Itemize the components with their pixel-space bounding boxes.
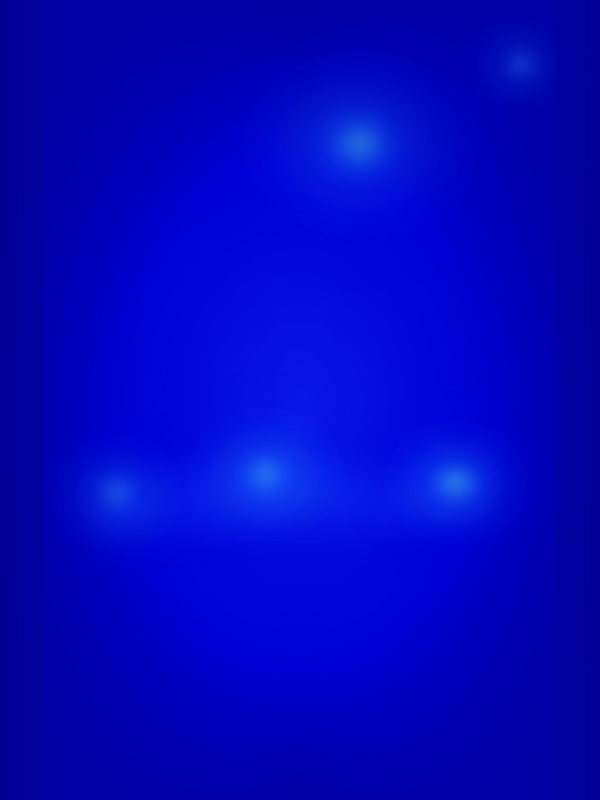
- heatmap-left-band: [0, 0, 44, 800]
- heatmap-right-band: [556, 0, 600, 800]
